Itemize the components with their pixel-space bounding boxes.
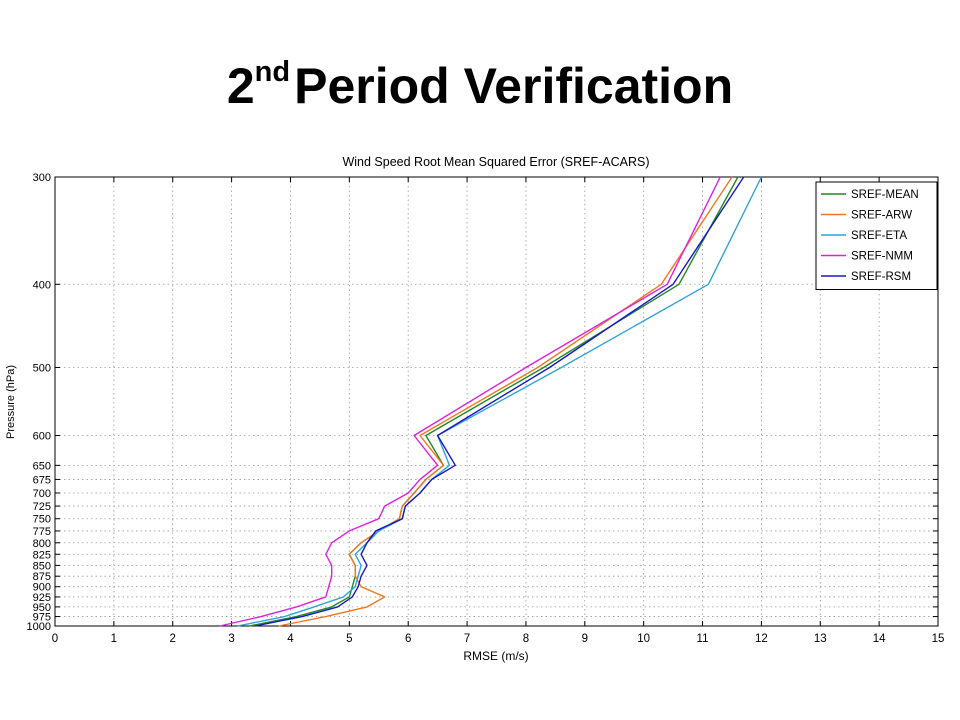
plot-area-frame [54, 176, 939, 627]
x-tick-label: 14 [873, 633, 886, 645]
y-tick-label: 400 [33, 279, 51, 291]
x-tick-label: 1 [111, 633, 117, 645]
series-line-sref-rsm [254, 176, 745, 627]
legend-label: SREF-MEAN [851, 189, 919, 201]
y-tick-label: 875 [33, 571, 51, 583]
slide-title-ordinal-suffix: nd [254, 56, 291, 88]
y-tick-label: 925 [33, 592, 51, 604]
x-tick-label: 11 [697, 633, 709, 645]
y-tick-label: 750 [33, 514, 51, 526]
x-tick-label: 12 [755, 633, 768, 645]
y-tick-label: 950 [33, 602, 51, 614]
y-tick-label: 500 [33, 363, 51, 375]
y-tick-label: 300 [33, 172, 51, 184]
series-lines [219, 176, 763, 627]
y-tick-label: 700 [33, 488, 51, 500]
legend-label: SREF-NMM [851, 251, 913, 263]
slide-title-text: Period Verification [294, 58, 734, 114]
slide-title-number: 2 [226, 58, 255, 114]
y-tick-label: 675 [33, 474, 51, 486]
y-axis-label: Pressure (hPa) [5, 365, 17, 439]
x-tick-label: 0 [52, 633, 58, 645]
x-axis-label: RMSE (m/s) [463, 649, 528, 663]
x-tick-label: 3 [228, 633, 234, 645]
x-tick-label: 4 [287, 633, 294, 645]
x-tick-label: 13 [814, 633, 827, 645]
legend-label: SREF-RSM [851, 271, 911, 283]
series-line-sref-arw [278, 176, 733, 627]
y-tick-label: 1000 [27, 621, 51, 633]
legend-label: SREF-ARW [851, 210, 912, 222]
y-tick-label: 975 [33, 612, 51, 624]
y-tick-label: 850 [33, 560, 51, 572]
y-tick-label: 900 [33, 582, 51, 594]
slide-title: 2ndPeriod Verification [0, 56, 960, 114]
y-tick-label: 825 [33, 549, 51, 561]
x-tick-label: 2 [170, 633, 176, 645]
x-tick-label: 5 [346, 633, 352, 645]
y-tick-label: 725 [33, 501, 51, 513]
chart-title: Wind Speed Root Mean Squared Error (SREF… [342, 155, 649, 169]
y-tick-label: 800 [33, 538, 51, 550]
y-tick-label: 600 [33, 430, 51, 442]
y-tick-label: 775 [33, 526, 51, 538]
grid-lines [55, 177, 938, 626]
series-line-sref-nmm [219, 176, 721, 627]
x-tick-label: 7 [464, 633, 470, 645]
x-tick-label: 15 [932, 633, 945, 645]
x-tick-label: 10 [637, 633, 650, 645]
axis-ticks: 0 1 2 3 4 5 6 7 8 9 10 11 12 13 14 15300400500600650675… [27, 172, 945, 645]
y-tick-label: 650 [33, 460, 51, 472]
x-tick-label: 8 [523, 633, 529, 645]
x-tick-label: 9 [582, 633, 588, 645]
x-tick-label: 6 [405, 633, 411, 645]
legend-label: SREF-ETA [851, 230, 907, 242]
series-line-sref-eta [237, 176, 763, 627]
legend: SREF-MEAN SREF-ARW SREF-ETA SREF-NMM SREF-RS… [815, 181, 938, 290]
